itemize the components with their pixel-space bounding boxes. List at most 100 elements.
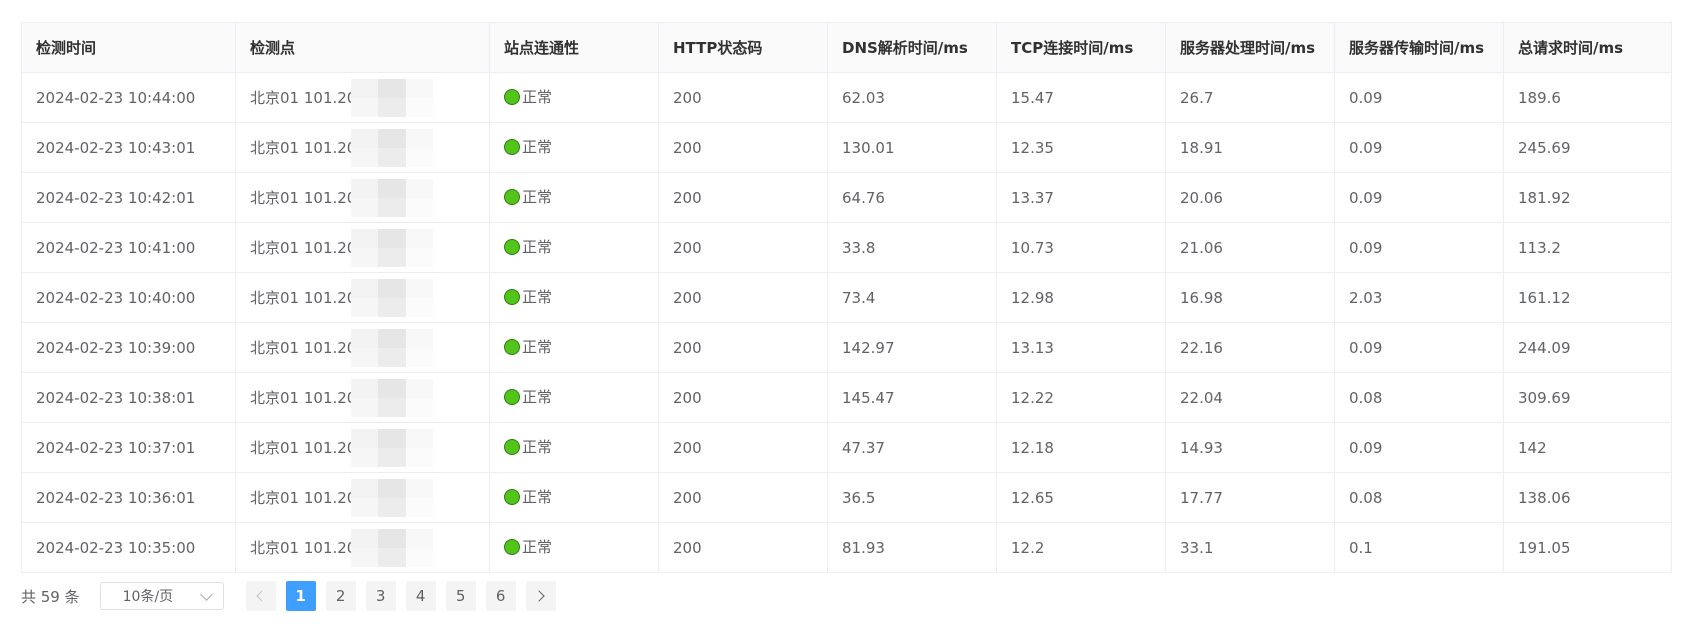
tcp-time-cell: 12.35 xyxy=(996,122,1166,173)
tcp-time-cell: 12.65 xyxy=(996,472,1166,523)
status-text: 正常 xyxy=(522,88,553,107)
dns-time-cell: 142.97 xyxy=(827,322,997,373)
tcp-time-cell: 12.18 xyxy=(996,422,1166,473)
connectivity-cell: 正常 xyxy=(489,472,659,523)
green-dot-icon xyxy=(504,138,520,155)
check-point-text: 北京01 101.20 xyxy=(250,139,357,157)
green-dot-icon xyxy=(504,238,520,255)
page-button-4[interactable]: 4 xyxy=(405,581,436,611)
ip-redaction-mosaic xyxy=(351,179,433,217)
status-text: 正常 xyxy=(522,188,553,207)
status-text: 正常 xyxy=(522,488,553,507)
check-time-cell: 2024-02-23 10:38:01 xyxy=(21,372,236,423)
table-row: 2024-02-23 10:40:00 北京01 101.20 正常 200 73.4 1… xyxy=(21,272,1672,323)
ip-redaction-mosaic xyxy=(351,129,433,167)
column-header: 检测点 xyxy=(235,22,490,73)
check-time-cell: 2024-02-23 10:44:00 xyxy=(21,72,236,123)
tcp-time-cell: 10.73 xyxy=(996,222,1166,273)
total-request-time-cell: 181.92 xyxy=(1503,172,1672,223)
page-button-5[interactable]: 5 xyxy=(445,581,476,611)
check-time-cell: 2024-02-23 10:41:00 xyxy=(21,222,236,273)
check-point-text: 北京01 101.20 xyxy=(250,89,357,107)
status-badge: 正常 xyxy=(504,236,552,257)
connectivity-cell: 正常 xyxy=(489,222,659,273)
server-process-time-cell: 22.04 xyxy=(1165,372,1335,423)
table-row: 2024-02-23 10:37:01 北京01 101.20 正常 200 47.37… xyxy=(21,422,1672,473)
check-point-text: 北京01 101.20 xyxy=(250,489,357,507)
table-row: 2024-02-23 10:35:00 北京01 101.20 正常 200 81.93… xyxy=(21,522,1672,573)
ip-redaction-mosaic xyxy=(351,229,433,267)
column-header: 服务器处理时间/ms xyxy=(1165,22,1335,73)
column-header: TCP连接时间/ms xyxy=(996,22,1166,73)
check-point-cell: 北京01 101.20 xyxy=(235,122,490,173)
dns-time-cell: 81.93 xyxy=(827,522,997,573)
server-transfer-time-cell: 0.1 xyxy=(1334,522,1504,573)
table-row: 2024-02-23 10:38:01 北京01 101.20 正常 200 145.4… xyxy=(21,372,1672,423)
prev-page-button[interactable] xyxy=(245,581,276,611)
http-code-cell: 200 xyxy=(658,172,828,223)
dns-time-cell: 64.76 xyxy=(827,172,997,223)
total-request-time-cell: 113.2 xyxy=(1503,222,1672,273)
column-header: 服务器传输时间/ms xyxy=(1334,22,1504,73)
server-transfer-time-cell: 0.08 xyxy=(1334,372,1504,423)
table-row: 2024-02-23 10:44:00 北京01 101.20 正常 200 62.03… xyxy=(21,72,1672,123)
tcp-time-cell: 12.98 xyxy=(996,272,1166,323)
connectivity-cell: 正常 xyxy=(489,372,659,423)
server-process-time-cell: 16.98 xyxy=(1165,272,1335,323)
dns-time-cell: 145.47 xyxy=(827,372,997,423)
column-header: 总请求时间/ms xyxy=(1503,22,1672,73)
monitor-table: 检测时间 检测点 站点连通性 HTTP状态码 DNS解析时间/ms TCP连接时间/ms 服… xyxy=(21,22,1672,573)
column-header: HTTP状态码 xyxy=(658,22,828,73)
page-button-1[interactable]: 1 xyxy=(285,581,316,611)
status-text: 正常 xyxy=(522,138,553,157)
ip-redaction-mosaic xyxy=(351,379,433,417)
chevron-left-icon xyxy=(256,590,268,602)
table-body: 2024-02-23 10:44:00 北京01 101.20 正常 200 62.03… xyxy=(21,72,1672,573)
status-badge: 正常 xyxy=(504,136,552,157)
tcp-time-cell: 12.2 xyxy=(996,522,1166,573)
total-request-time-cell: 244.09 xyxy=(1503,322,1672,373)
ip-redaction-mosaic xyxy=(351,79,433,117)
dns-time-cell: 47.37 xyxy=(827,422,997,473)
green-dot-icon xyxy=(504,538,520,555)
check-point-cell: 北京01 101.20 xyxy=(235,522,490,573)
total-request-time-cell: 138.06 xyxy=(1503,472,1672,523)
status-badge: 正常 xyxy=(504,486,552,507)
status-badge: 正常 xyxy=(504,436,552,457)
server-process-time-cell: 20.06 xyxy=(1165,172,1335,223)
status-text: 正常 xyxy=(522,288,553,307)
green-dot-icon xyxy=(504,188,520,205)
check-point-text: 北京01 101.20 xyxy=(250,339,357,357)
check-point-cell: 北京01 101.20 xyxy=(235,72,490,123)
check-time-cell: 2024-02-23 10:43:01 xyxy=(21,122,236,173)
server-transfer-time-cell: 0.09 xyxy=(1334,172,1504,223)
total-count: 共 59 条 xyxy=(21,587,80,606)
check-point-cell: 北京01 101.20 xyxy=(235,472,490,523)
page-size-select[interactable]: 10条/页 xyxy=(99,582,224,610)
status-badge: 正常 xyxy=(504,86,552,107)
server-transfer-time-cell: 0.09 xyxy=(1334,72,1504,123)
page-button-2[interactable]: 2 xyxy=(325,581,356,611)
check-time-cell: 2024-02-23 10:39:00 xyxy=(21,322,236,373)
table-row: 2024-02-23 10:39:00 北京01 101.20 正常 200 142.9… xyxy=(21,322,1672,373)
status-badge: 正常 xyxy=(504,536,552,557)
chevron-right-icon xyxy=(533,590,545,602)
page-button-6[interactable]: 6 xyxy=(485,581,516,611)
green-dot-icon xyxy=(504,88,520,105)
next-page-button[interactable] xyxy=(525,581,556,611)
check-point-cell: 北京01 101.20 xyxy=(235,372,490,423)
connectivity-cell: 正常 xyxy=(489,172,659,223)
server-process-time-cell: 18.91 xyxy=(1165,122,1335,173)
page-button-3[interactable]: 3 xyxy=(365,581,396,611)
status-badge: 正常 xyxy=(504,386,552,407)
check-point-text: 北京01 101.20 xyxy=(250,289,357,307)
status-text: 正常 xyxy=(522,538,553,557)
connectivity-cell: 正常 xyxy=(489,422,659,473)
dns-time-cell: 62.03 xyxy=(827,72,997,123)
http-code-cell: 200 xyxy=(658,472,828,523)
total-request-time-cell: 161.12 xyxy=(1503,272,1672,323)
tcp-time-cell: 15.47 xyxy=(996,72,1166,123)
total-request-time-cell: 245.69 xyxy=(1503,122,1672,173)
dns-time-cell: 33.8 xyxy=(827,222,997,273)
